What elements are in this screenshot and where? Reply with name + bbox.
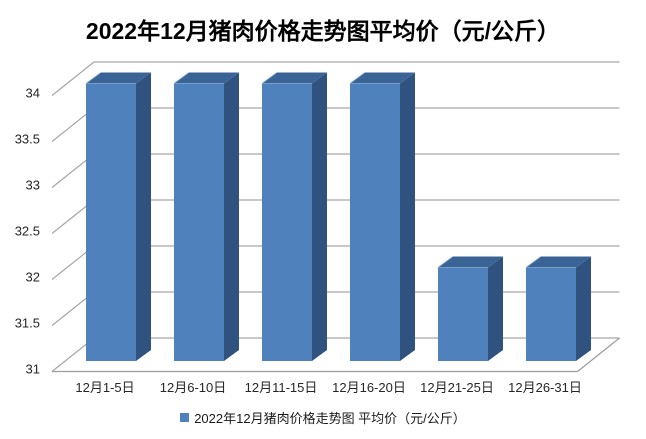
y-axis-tick-label: 32 [26,270,40,285]
x-axis-category-label: 12月21-25日 [420,380,494,395]
x-axis-category-label: 12月11-15日 [245,380,318,395]
bar-top-face [86,72,151,84]
bar-front-face [350,83,400,361]
bar-bevel-edge [525,256,542,268]
x-axis-category-label: 12月16-20日 [332,380,406,395]
x-axis-category-label: 12月1-5日 [75,380,134,395]
bar-top-face [526,256,591,268]
bar-bevel-edge [85,72,102,84]
bar-front-face [262,83,312,361]
floor-right-edge [577,337,620,372]
bar-top-face [262,72,327,84]
y-axis-tick-label: 33.5 [15,132,40,147]
y-tick-line [51,61,95,96]
bar-top-face [350,72,415,84]
bar-side-face [400,72,415,361]
bar-side-face [488,256,503,361]
y-axis-tick-label: 33 [26,178,40,193]
bar-bevel-edge [437,256,454,268]
bar-bevel-edge [261,72,278,84]
bar-top-face [174,72,239,84]
y-axis-tick-label: 32.5 [15,224,40,239]
bar-bevel-edge [173,72,190,84]
bar-side-face [576,256,591,361]
bar-front-face [174,83,224,361]
bar-side-face [312,72,327,361]
legend-label: 2022年12月猪肉价格走势图 平均价（元/公斤） [194,410,466,426]
bar-side-face [136,72,151,361]
chart-legend: 2022年12月猪肉价格走势图 平均价（元/公斤） [0,407,646,427]
bar-side-face [224,72,239,361]
bar-front-face [86,83,136,361]
x-axis-category-label: 12月6-10日 [160,380,226,395]
legend-marker-icon [180,412,190,422]
y-axis-tick-label: 31 [26,362,40,377]
y-axis-tick-label: 31.5 [15,316,40,331]
y-axis-tick-label: 34 [26,86,40,101]
bar-front-face [438,267,488,361]
bar-front-face [526,267,576,361]
bar-bevel-edge [349,72,366,84]
chart-title: 2022年12月猪肉价格走势图平均价（元/公斤） [85,18,561,44]
x-axis-category-label: 12月26-31日 [508,380,582,395]
bar-top-face [438,256,503,268]
